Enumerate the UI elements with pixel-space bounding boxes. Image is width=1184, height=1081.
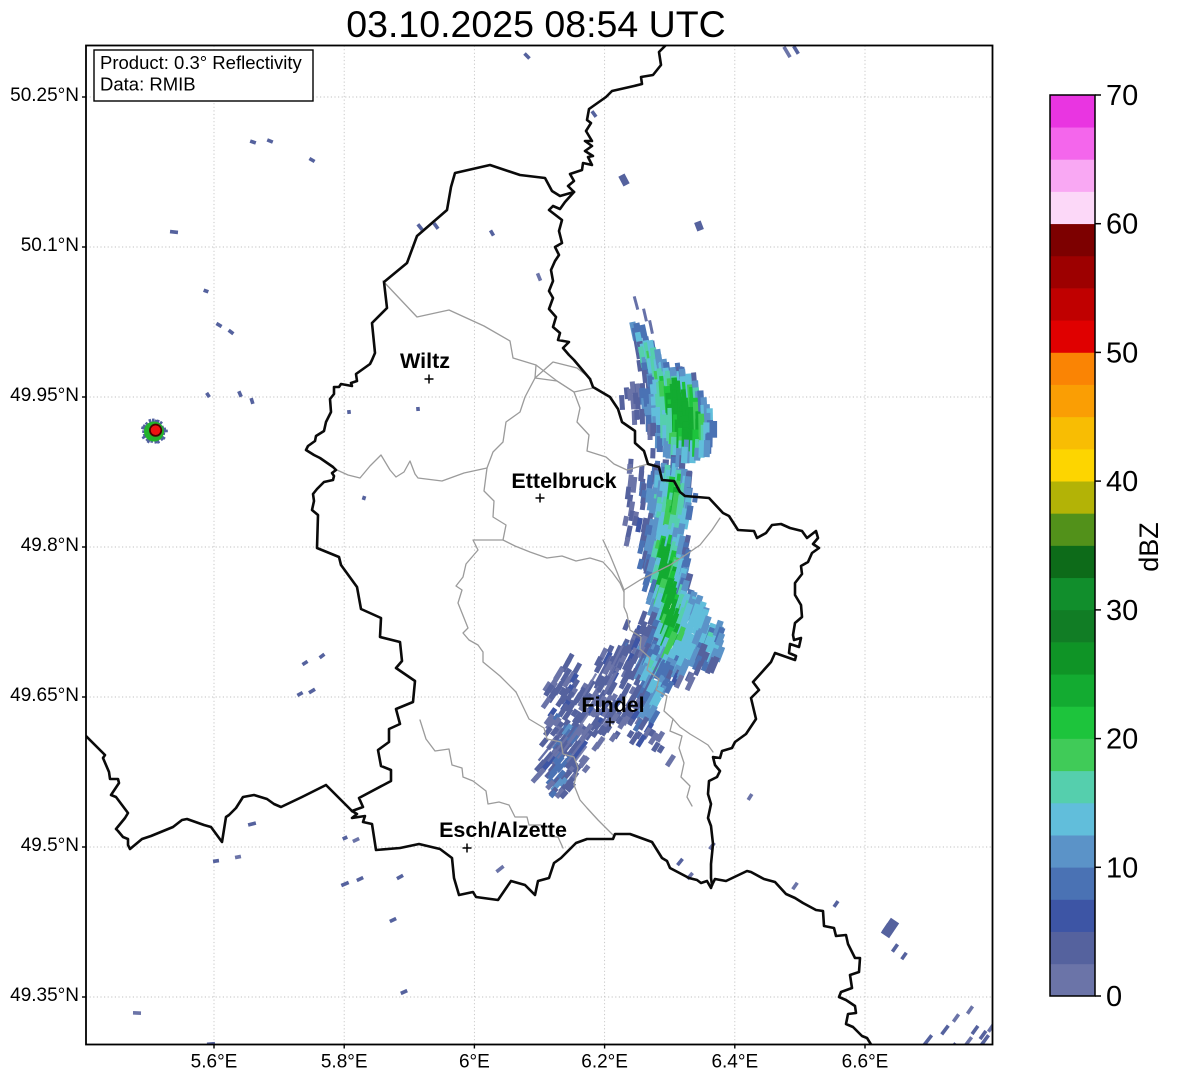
svg-text:03.10.2025 08:54 UTC: 03.10.2025 08:54 UTC bbox=[346, 3, 725, 45]
svg-text:20: 20 bbox=[1106, 724, 1138, 756]
svg-text:49.5°N: 49.5°N bbox=[21, 835, 79, 856]
svg-text:40: 40 bbox=[1106, 466, 1138, 498]
svg-text:50.1°N: 50.1°N bbox=[21, 235, 79, 256]
svg-text:6°E: 6°E bbox=[459, 1052, 490, 1073]
svg-text:10: 10 bbox=[1106, 852, 1138, 884]
svg-text:Findel: Findel bbox=[581, 693, 644, 717]
svg-text:Ettelbruck: Ettelbruck bbox=[511, 469, 616, 493]
svg-text:50: 50 bbox=[1106, 337, 1138, 369]
svg-text:6.4°E: 6.4°E bbox=[711, 1052, 758, 1073]
svg-text:Wiltz: Wiltz bbox=[400, 349, 450, 373]
svg-text:Data: RMIB: Data: RMIB bbox=[100, 74, 196, 95]
svg-text:5.6°E: 5.6°E bbox=[191, 1052, 238, 1073]
svg-text:70: 70 bbox=[1106, 80, 1138, 112]
svg-text:50.25°N: 50.25°N bbox=[10, 85, 79, 106]
svg-text:0: 0 bbox=[1106, 981, 1122, 1013]
svg-text:dBZ: dBZ bbox=[1134, 522, 1164, 572]
svg-text:49.65°N: 49.65°N bbox=[10, 685, 79, 706]
svg-text:30: 30 bbox=[1106, 595, 1138, 627]
svg-text:Esch/Alzette: Esch/Alzette bbox=[439, 818, 567, 842]
svg-text:6.2°E: 6.2°E bbox=[581, 1052, 628, 1073]
svg-text:5.8°E: 5.8°E bbox=[321, 1052, 368, 1073]
svg-text:6.6°E: 6.6°E bbox=[842, 1052, 889, 1073]
svg-text:49.35°N: 49.35°N bbox=[10, 985, 79, 1006]
svg-text:Product: 0.3° Reflectivity: Product: 0.3° Reflectivity bbox=[100, 52, 302, 73]
svg-text:60: 60 bbox=[1106, 209, 1138, 241]
svg-text:49.95°N: 49.95°N bbox=[10, 385, 79, 406]
svg-text:49.8°N: 49.8°N bbox=[21, 535, 79, 556]
